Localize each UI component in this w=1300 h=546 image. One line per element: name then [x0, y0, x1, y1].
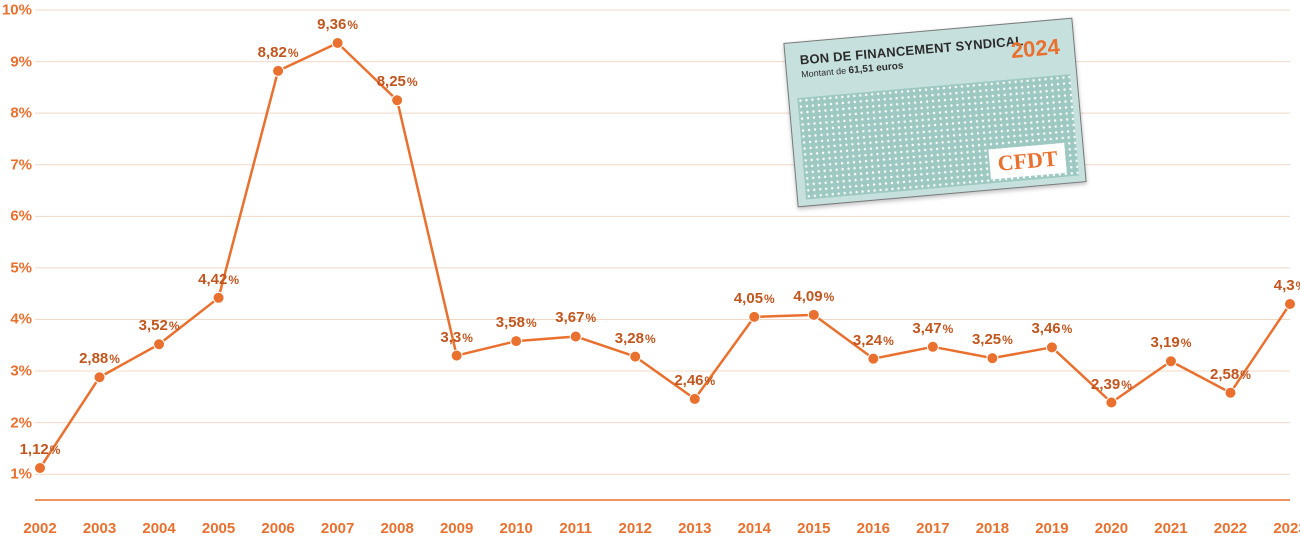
x-axis-label: 2023: [1273, 520, 1300, 537]
y-axis-label: 6%: [10, 208, 32, 225]
y-axis-label: 9%: [10, 53, 32, 70]
y-axis-label: 10%: [2, 2, 32, 19]
data-label: 4,09%: [793, 288, 834, 305]
y-axis-label: 1%: [10, 466, 32, 483]
data-label: 8,82%: [258, 44, 299, 61]
x-axis-label: 2013: [678, 520, 711, 537]
y-axis-label: 2%: [10, 414, 32, 431]
y-axis-label: 3%: [10, 363, 32, 380]
line-chart: [0, 0, 1300, 546]
x-axis-label: 2018: [976, 520, 1009, 537]
data-label: 2,88%: [79, 350, 120, 367]
data-label: 3,24%: [853, 332, 894, 349]
x-axis-label: 2019: [1035, 520, 1068, 537]
data-label: 3,47%: [912, 320, 953, 337]
x-axis-label: 2011: [559, 520, 592, 537]
x-axis-label: 2005: [202, 520, 235, 537]
data-label: 1,12%: [20, 441, 61, 458]
x-axis-label: 2015: [797, 520, 830, 537]
data-label: 4,05%: [734, 290, 775, 307]
data-label: 8,25%: [377, 73, 418, 90]
data-label: 3,19%: [1151, 334, 1192, 351]
data-label: 3,58%: [496, 314, 537, 331]
y-axis-label: 8%: [10, 105, 32, 122]
data-label: 9,36%: [317, 16, 358, 33]
x-axis-label: 2012: [619, 520, 652, 537]
data-label: 4,3%: [1274, 277, 1300, 294]
data-label: 2,46%: [674, 372, 715, 389]
data-label: 3,28%: [615, 330, 656, 347]
data-label: 3,25%: [972, 331, 1013, 348]
data-label: 3,46%: [1031, 320, 1072, 337]
y-axis-label: 5%: [10, 259, 32, 276]
x-axis-label: 2006: [261, 520, 294, 537]
voucher-pattern: [797, 74, 1079, 199]
data-label: 2,39%: [1091, 376, 1132, 393]
data-label: 2,58%: [1210, 366, 1251, 383]
voucher-year: 2024: [1010, 34, 1061, 64]
x-axis-label: 2004: [142, 520, 175, 537]
x-axis-label: 2007: [321, 520, 354, 537]
voucher-amount: 61,51 euros: [848, 61, 904, 77]
x-axis-label: 2020: [1095, 520, 1128, 537]
voucher-subtitle-prefix: Montant de: [801, 66, 847, 80]
y-axis-label: 7%: [10, 156, 32, 173]
x-axis-label: 2008: [380, 520, 413, 537]
x-axis-label: 2003: [83, 520, 116, 537]
data-label: 3,3%: [440, 329, 473, 346]
x-axis-label: 2002: [23, 520, 56, 537]
data-label: 3,67%: [555, 309, 596, 326]
voucher-card: BON DE FINANCEMENT SYNDICAL Montant de 6…: [783, 18, 1086, 208]
y-axis-label: 4%: [10, 311, 32, 328]
x-axis-label: 2014: [738, 520, 771, 537]
data-label: 3,52%: [139, 317, 180, 334]
x-axis-label: 2017: [916, 520, 949, 537]
x-axis-label: 2021: [1154, 520, 1187, 537]
data-label: 4,42%: [198, 271, 239, 288]
x-axis-label: 2022: [1214, 520, 1247, 537]
x-axis-label: 2010: [500, 520, 533, 537]
x-axis-label: 2009: [440, 520, 473, 537]
x-axis-label: 2016: [857, 520, 890, 537]
